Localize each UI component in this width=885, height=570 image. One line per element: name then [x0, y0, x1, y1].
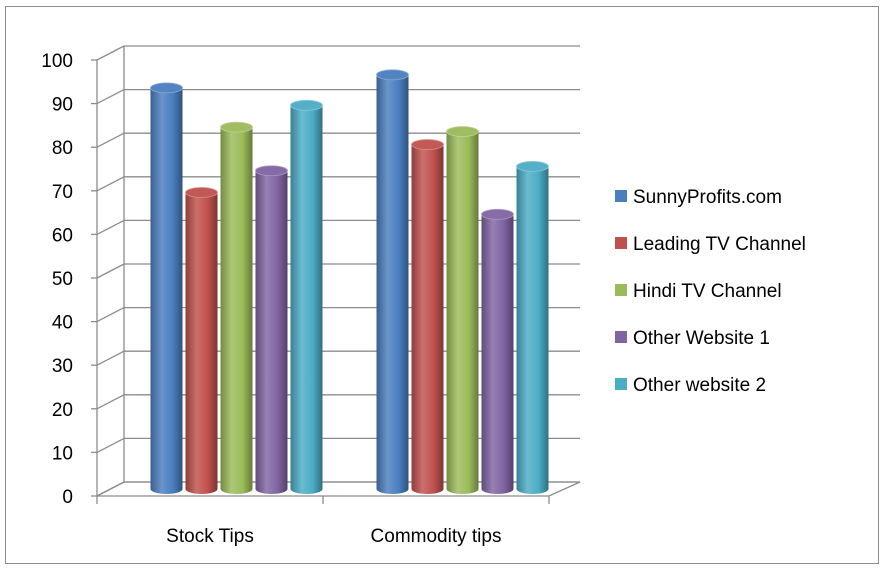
bar [290, 99, 323, 494]
legend-item: Other Website 1 [615, 328, 770, 349]
legend-swatch [615, 378, 627, 390]
bar-top [481, 208, 514, 220]
bar-body [255, 170, 288, 494]
bar-body [185, 192, 218, 494]
side-gridline [96, 350, 125, 366]
bar-top [376, 69, 409, 81]
bar [220, 121, 253, 495]
side-gridline [96, 219, 125, 235]
x-axis-ticks: Stock Tips Commodity tips [166, 526, 501, 547]
bar [446, 126, 479, 495]
bar-body [411, 144, 444, 494]
y-tick-label: 50 [52, 269, 73, 290]
y-tick-label: 60 [52, 225, 73, 246]
bar-top [290, 99, 323, 111]
legend-label: Leading TV Channel [633, 234, 806, 255]
bar-top [255, 165, 288, 177]
legend-swatch [615, 237, 627, 249]
side-gridline [96, 132, 125, 148]
side-gridline [96, 394, 125, 410]
bar [481, 208, 514, 494]
x-tick-label: Commodity tips [371, 526, 502, 547]
legend-swatch [615, 331, 627, 343]
side-gridline [96, 437, 125, 453]
bar-top [446, 126, 479, 137]
y-tick-label: 0 [62, 487, 73, 508]
legend-label: Hindi TV Channel [633, 281, 782, 302]
legend-label: SunnyProfits.com [633, 187, 782, 208]
side-gridline [96, 176, 125, 192]
bar-top [411, 139, 444, 150]
y-tick-label: 70 [52, 182, 73, 203]
bar-body [150, 87, 183, 494]
x-tick-label: Stock Tips [166, 526, 254, 547]
chart-axes [91, 46, 581, 504]
y-tick-label: 80 [52, 138, 73, 159]
legend-item: Leading TV Channel [615, 234, 806, 255]
bar [185, 187, 218, 494]
legend-label: Other website 2 [633, 375, 766, 396]
bar-body [516, 166, 549, 495]
legend-item: Other website 2 [615, 375, 766, 396]
y-axis-ticks: 0 10 20 30 40 50 60 70 80 90 100 [41, 51, 73, 508]
legend-item: SunnyProfits.com [615, 187, 782, 208]
side-gridline [96, 89, 125, 105]
y-tick-label: 100 [41, 51, 73, 72]
bar-body [481, 214, 514, 494]
bar [255, 165, 288, 494]
bar-top [150, 82, 183, 94]
side-gridline [96, 263, 125, 279]
chart-legend: SunnyProfits.com Leading TV Channel Hindi … [615, 187, 806, 396]
bar [376, 69, 409, 495]
bar [411, 139, 444, 494]
bar-body [220, 127, 253, 495]
y-tick-label: 40 [52, 313, 73, 334]
legend-label: Other Website 1 [633, 328, 770, 349]
y-tick-label: 90 [52, 95, 73, 116]
y-tick-label: 10 [52, 443, 73, 464]
bar-top [185, 187, 218, 198]
bar [150, 82, 183, 494]
chart-bars [150, 69, 549, 495]
legend-item: Hindi TV Channel [615, 281, 782, 302]
side-gridline [96, 45, 125, 61]
chart-floor [96, 481, 581, 497]
bar-top [516, 160, 549, 172]
bar [516, 160, 549, 495]
side-gridline [96, 307, 125, 323]
bar-body [290, 105, 323, 494]
bar-body [376, 74, 409, 495]
bar-body [446, 131, 479, 495]
legend-swatch [615, 284, 627, 296]
bar-top [220, 121, 253, 133]
legend-swatch [615, 190, 627, 202]
y-tick-label: 20 [52, 400, 73, 421]
y-tick-label: 30 [52, 356, 73, 377]
